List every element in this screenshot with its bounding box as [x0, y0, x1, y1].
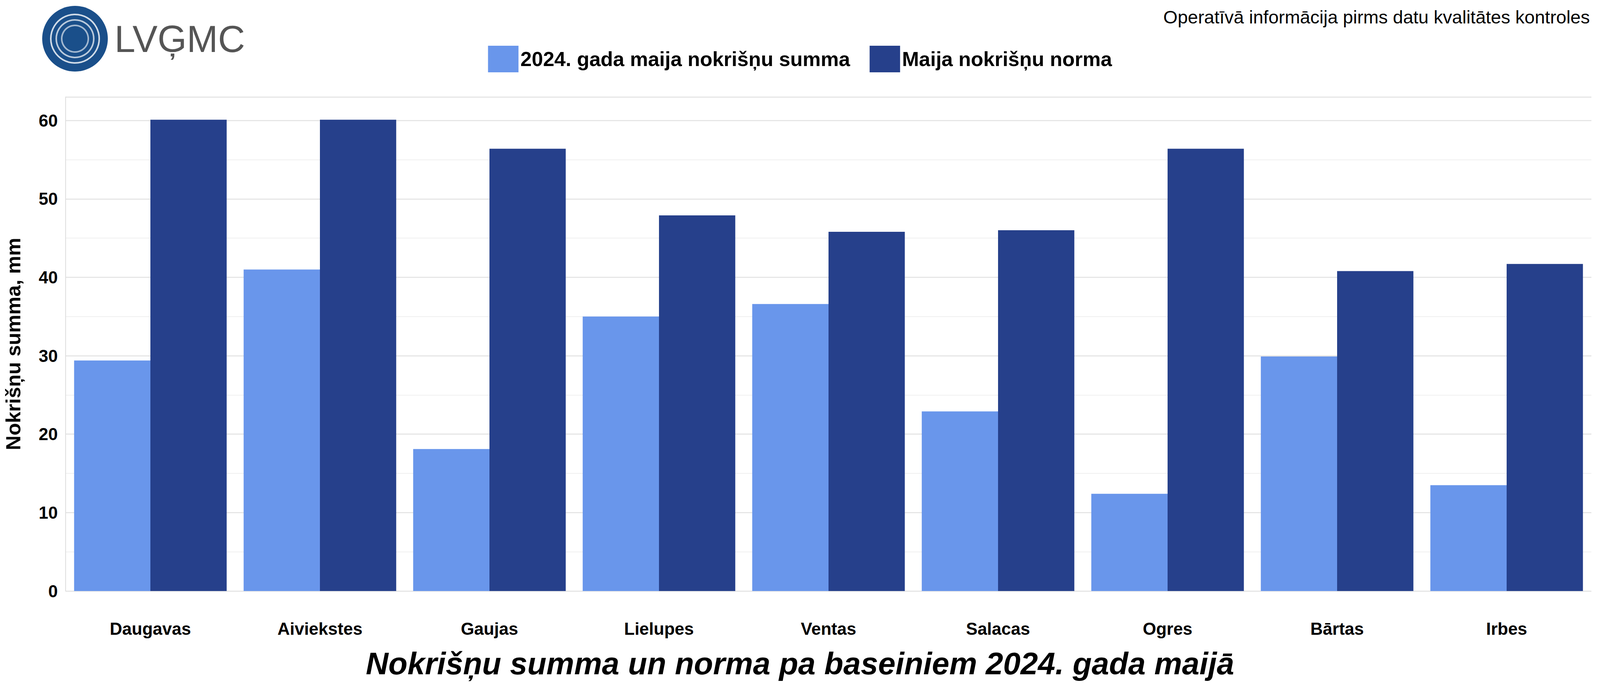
svg-text:Irbes: Irbes [1485, 618, 1527, 638]
svg-text:60: 60 [38, 110, 58, 131]
svg-text:50: 50 [38, 189, 58, 209]
svg-text:Ogres: Ogres [1142, 618, 1193, 638]
svg-text:Salacas: Salacas [966, 618, 1031, 638]
svg-text:20: 20 [38, 424, 58, 444]
svg-text:40: 40 [38, 267, 58, 287]
svg-text:Aiviekstes: Aiviekstes [277, 618, 363, 638]
svg-text:Operatīvā informācija pirms da: Operatīvā informācija pirms datu kvalitā… [1163, 6, 1590, 28]
svg-text:Gaujas: Gaujas [460, 618, 519, 638]
svg-text:Nokrišņu summa, mm: Nokrišņu summa, mm [1, 237, 25, 450]
svg-text:Ventas: Ventas [800, 618, 857, 638]
svg-text:LVĢMC: LVĢMC [114, 17, 245, 60]
svg-text:2024. gada maija nokrišņu summ: 2024. gada maija nokrišņu summa [520, 47, 851, 71]
svg-text:30: 30 [38, 346, 58, 366]
svg-text:10: 10 [38, 502, 58, 522]
svg-text:Bārtas: Bārtas [1310, 618, 1365, 638]
svg-text:Nokrišņu summa un norma pa bas: Nokrišņu summa un norma pa baseiniem 202… [365, 645, 1234, 681]
svg-text:Lielupes: Lielupes [624, 618, 695, 638]
svg-text:0: 0 [48, 581, 58, 601]
svg-text:Maija nokrišņu norma: Maija nokrišņu norma [901, 47, 1113, 71]
svg-text:Daugavas: Daugavas [109, 618, 192, 638]
